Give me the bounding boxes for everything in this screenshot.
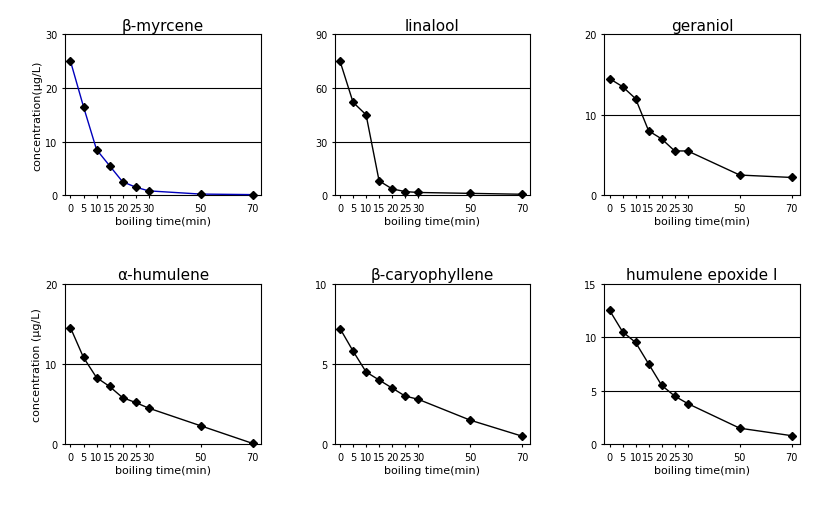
X-axis label: boiling time(min): boiling time(min) <box>384 216 481 226</box>
X-axis label: boiling time(min): boiling time(min) <box>115 216 211 226</box>
Title: β-myrcene: β-myrcene <box>122 19 204 34</box>
X-axis label: boiling time(min): boiling time(min) <box>115 465 211 475</box>
Title: β-caryophyllene: β-caryophyllene <box>370 268 494 283</box>
Title: geraniol: geraniol <box>671 19 734 34</box>
Title: linalool: linalool <box>405 19 460 34</box>
Y-axis label: concentration (μg/L): concentration (μg/L) <box>33 308 42 421</box>
Y-axis label: concentration(μg/L): concentration(μg/L) <box>33 61 42 171</box>
Title: α-humulene: α-humulene <box>117 268 209 283</box>
Title: humulene epoxide I: humulene epoxide I <box>626 268 778 283</box>
X-axis label: boiling time(min): boiling time(min) <box>654 465 750 475</box>
X-axis label: boiling time(min): boiling time(min) <box>384 465 481 475</box>
X-axis label: boiling time(min): boiling time(min) <box>654 216 750 226</box>
